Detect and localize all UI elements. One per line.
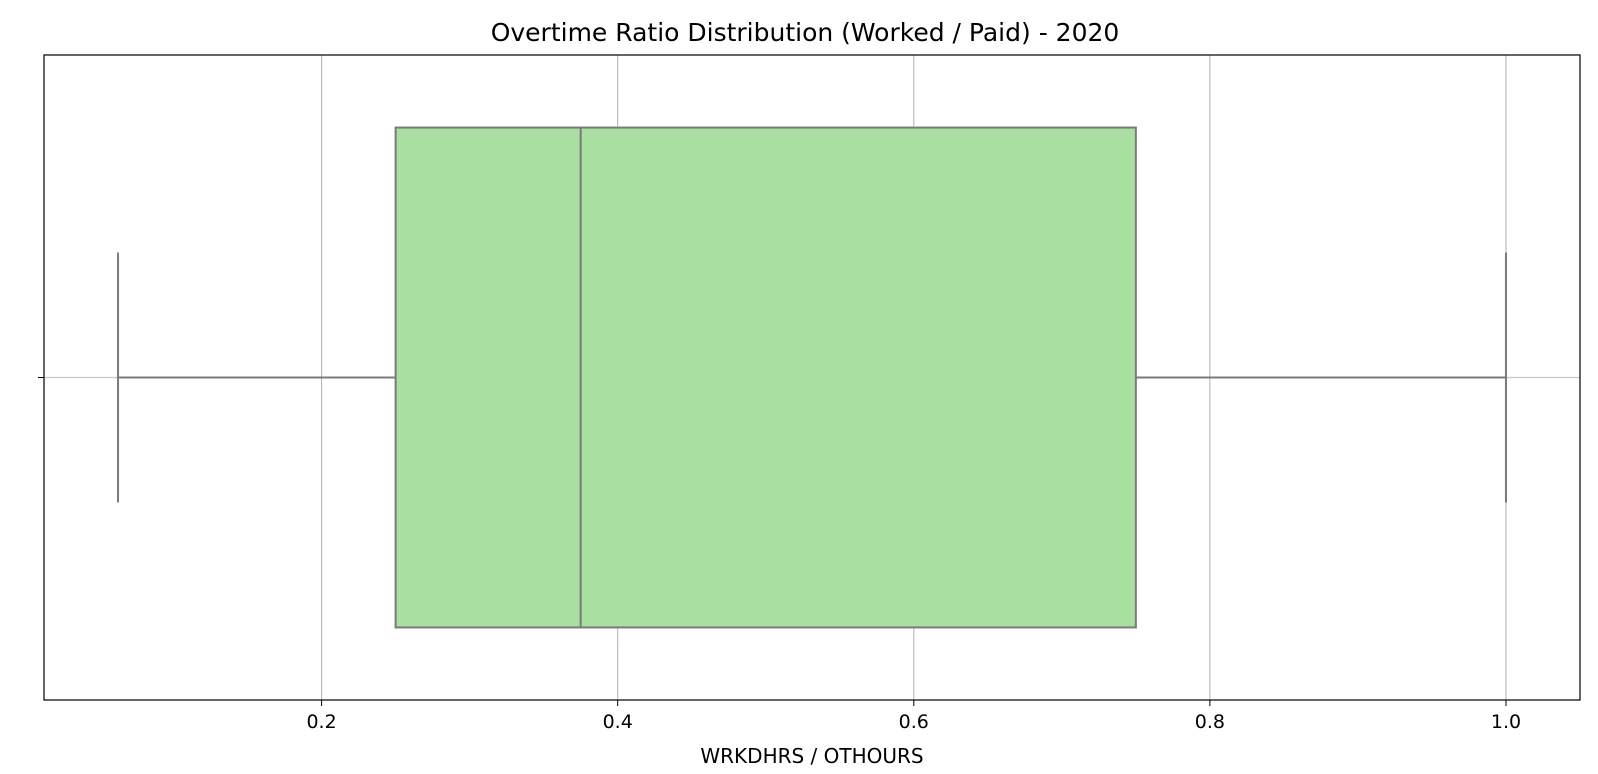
x-axis-ticks: 0.2 0.4 0.6 0.8 1.0 bbox=[38, 377, 1521, 733]
iqr-box bbox=[394, 126, 1137, 629]
x-tick-label-0: 0.2 bbox=[306, 711, 336, 733]
box-plot bbox=[117, 126, 1507, 629]
x-tick-label-2: 0.6 bbox=[899, 711, 929, 733]
x-axis-label: WRKDHRS / OTHOURS bbox=[700, 744, 923, 768]
chart-title: Overtime Ratio Distribution (Worked / Pa… bbox=[491, 18, 1120, 47]
x-tick-label-3: 0.8 bbox=[1195, 711, 1225, 733]
x-tick-label-1: 0.4 bbox=[603, 711, 633, 733]
x-tick-label-4: 1.0 bbox=[1491, 711, 1521, 733]
